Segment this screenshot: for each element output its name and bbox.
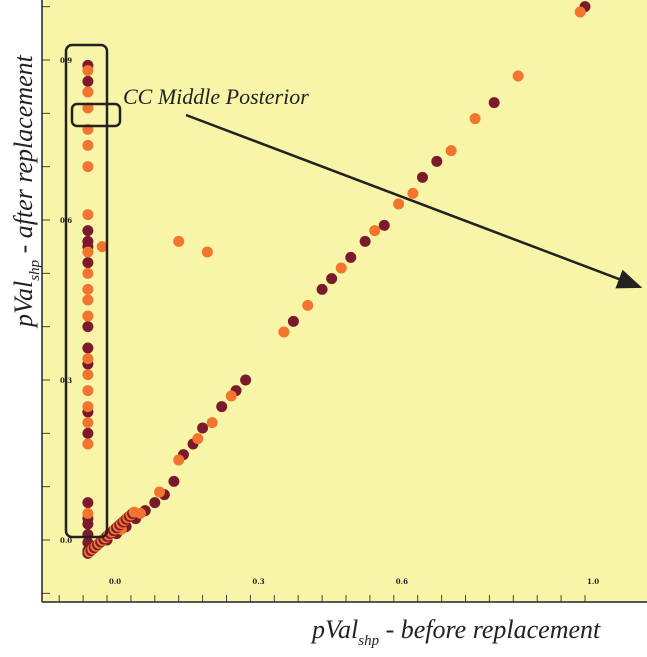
data-point bbox=[206, 417, 218, 429]
x-tick-label: 0.6 bbox=[396, 577, 408, 586]
data-point bbox=[201, 246, 213, 258]
data-point bbox=[82, 267, 94, 279]
data-point bbox=[82, 75, 94, 87]
data-point bbox=[82, 401, 94, 413]
data-point bbox=[82, 209, 94, 221]
x-axis-ticks: 0.0 0.3 0.6 1.0 bbox=[58, 577, 599, 602]
data-point bbox=[359, 235, 371, 247]
data-point bbox=[369, 225, 381, 237]
data-point bbox=[216, 401, 228, 413]
data-point bbox=[326, 273, 338, 285]
data-point bbox=[488, 97, 500, 109]
x-tick-label: 0.3 bbox=[252, 577, 264, 586]
data-points bbox=[82, 1, 591, 559]
data-point bbox=[287, 315, 299, 327]
data-point bbox=[82, 257, 94, 269]
data-point bbox=[82, 427, 94, 439]
data-point bbox=[82, 342, 94, 354]
data-point bbox=[278, 326, 290, 338]
data-point bbox=[302, 299, 314, 311]
data-point bbox=[431, 155, 443, 167]
data-point bbox=[82, 139, 94, 151]
data-point bbox=[82, 518, 94, 530]
data-point bbox=[82, 417, 94, 429]
data-point bbox=[335, 262, 347, 274]
x-axis-title-sub: shp bbox=[358, 633, 379, 649]
plot-background bbox=[42, 0, 647, 602]
data-point bbox=[316, 283, 328, 295]
data-point bbox=[82, 438, 94, 450]
data-point bbox=[82, 225, 94, 237]
data-point bbox=[82, 369, 94, 381]
data-point bbox=[82, 321, 94, 333]
x-axis-title: pValshp - before replacement bbox=[310, 615, 601, 649]
highlight-column-box bbox=[64, 43, 109, 539]
data-point bbox=[393, 198, 405, 210]
y-axis-title-rest: - after replacement bbox=[9, 54, 38, 260]
data-point bbox=[407, 187, 419, 199]
data-point bbox=[240, 374, 252, 386]
x-axis-title-main: pVal bbox=[310, 615, 358, 644]
data-point bbox=[82, 246, 94, 258]
data-point bbox=[197, 422, 209, 434]
data-point bbox=[378, 219, 390, 231]
data-point bbox=[168, 475, 180, 487]
x-tick-label: 0.0 bbox=[109, 577, 121, 586]
data-point bbox=[345, 251, 357, 263]
annotation-arrow bbox=[185, 113, 643, 289]
data-point bbox=[82, 294, 94, 306]
highlight-point-box bbox=[70, 102, 122, 128]
data-point bbox=[96, 241, 108, 253]
annotation-label: CC Middle Posterior bbox=[123, 84, 309, 109]
data-point bbox=[82, 353, 94, 365]
data-point bbox=[574, 6, 586, 18]
data-point bbox=[192, 433, 204, 445]
data-point bbox=[82, 385, 94, 397]
data-point bbox=[225, 390, 237, 402]
y-tick-label: 0.0 bbox=[60, 536, 72, 545]
data-point bbox=[416, 171, 428, 183]
data-point bbox=[149, 497, 161, 509]
y-axis-title-sub: shp bbox=[27, 259, 43, 280]
data-point bbox=[82, 310, 94, 322]
data-point bbox=[82, 161, 94, 173]
data-point bbox=[82, 86, 94, 98]
x-tick-label: 1.0 bbox=[587, 577, 599, 586]
data-point bbox=[82, 507, 94, 519]
data-point bbox=[82, 497, 94, 509]
data-point bbox=[128, 506, 140, 518]
data-point bbox=[512, 70, 524, 82]
y-axis-title-main: pVal bbox=[9, 281, 38, 329]
data-point bbox=[469, 113, 481, 125]
data-point bbox=[82, 65, 94, 77]
data-point bbox=[173, 454, 185, 466]
data-point bbox=[82, 283, 94, 295]
data-point bbox=[154, 486, 166, 498]
x-axis-title-rest: - before replacement bbox=[379, 615, 601, 644]
data-point bbox=[173, 235, 185, 247]
y-axis-title: pValshp - after replacement bbox=[9, 54, 43, 329]
data-point bbox=[445, 145, 457, 157]
